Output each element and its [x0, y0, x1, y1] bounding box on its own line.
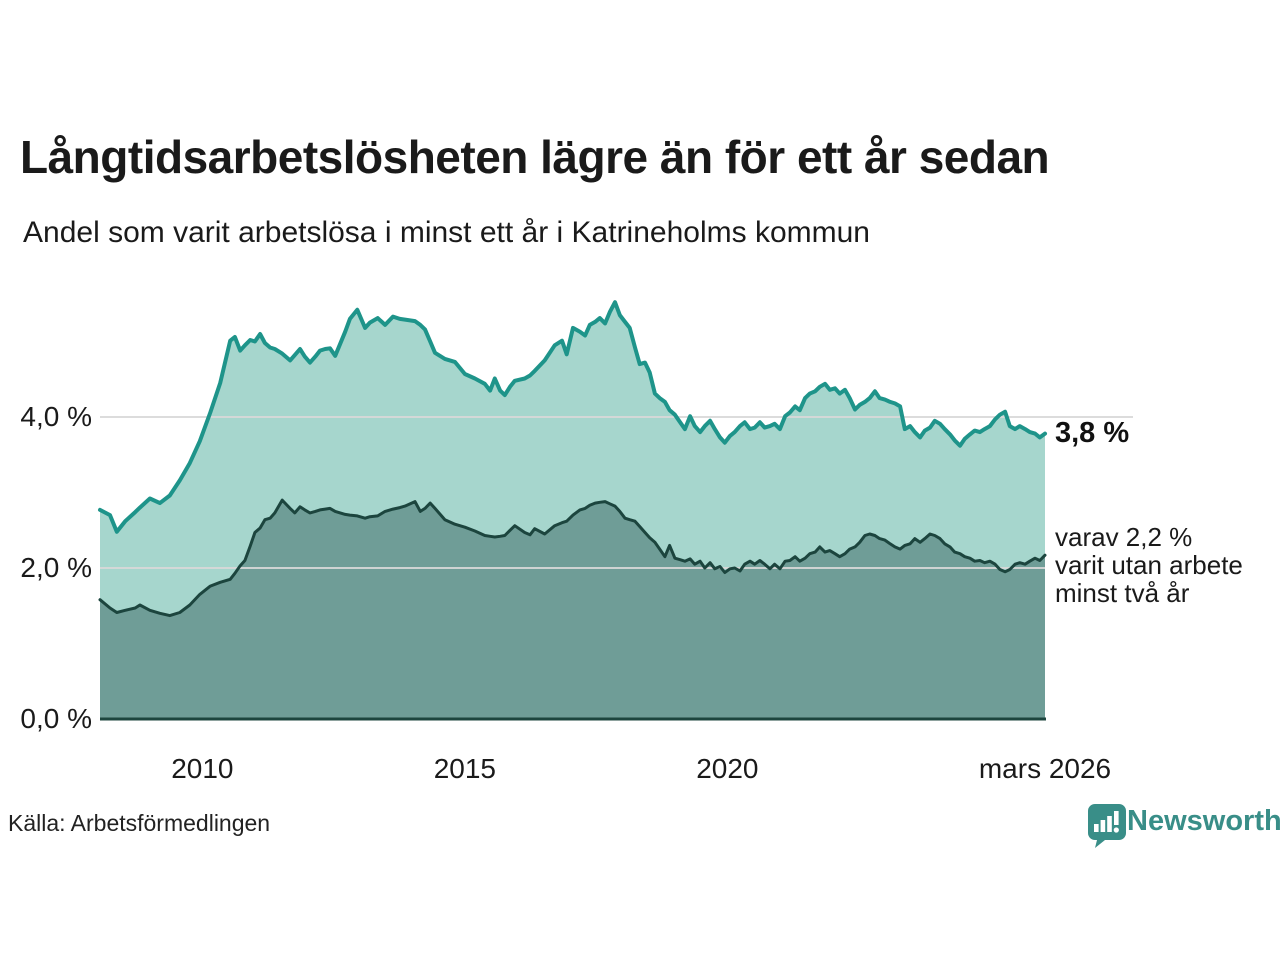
- series-one-year-line: [98, 300, 1047, 534]
- end-note-two-year: varav 2,2 % varit utan arbete minst två …: [1055, 523, 1243, 607]
- y-tick-label: 4,0 %: [20, 401, 92, 432]
- series-two-year-line: [98, 498, 1047, 618]
- end-note-line: varit utan arbete: [1055, 550, 1243, 580]
- end-value-label-one-year: 3,8 %: [1055, 417, 1130, 449]
- newsworthy-logo-icon: [1088, 804, 1126, 848]
- x-tick-label: mars 2026: [978, 753, 1112, 784]
- y-tick-label: 0,0 %: [20, 703, 92, 734]
- page-title: Långtidsarbetslösheten lägre än för ett …: [20, 131, 1050, 183]
- end-note-line: varav 2,2 %: [1055, 522, 1193, 552]
- x-tick-label: 2015: [433, 753, 497, 784]
- brand-name: Newsworthy: [1127, 805, 1280, 837]
- page-subtitle: Andel som varit arbetslösa i minst ett å…: [23, 216, 870, 249]
- x-tick-label: 2020: [696, 753, 759, 784]
- y-tick-label: 2,0 %: [20, 552, 92, 583]
- source-caption: Källa: Arbetsförmedlingen: [8, 810, 271, 836]
- x-tick-label: 2010: [171, 753, 234, 784]
- end-note-line: minst två år: [1055, 578, 1190, 608]
